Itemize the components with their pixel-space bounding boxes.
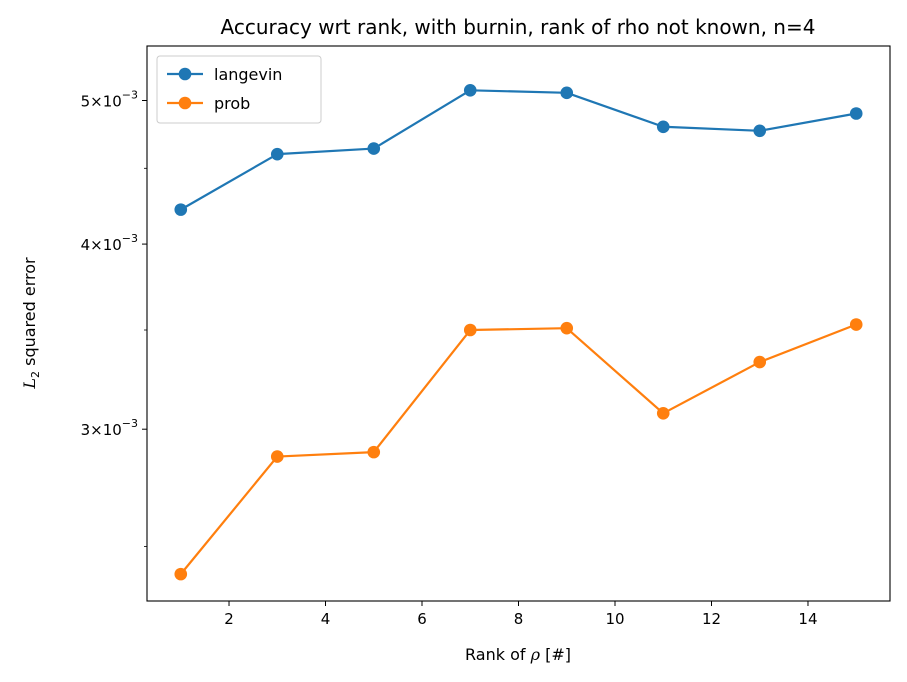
x-tick-label: 12 [702, 610, 721, 628]
legend-label-prob: prob [214, 94, 250, 113]
x-axis: 2 4 6 8 10 12 14 [224, 601, 818, 628]
data-point-langevin [560, 86, 574, 100]
y-tick-mantissa: 3 [81, 421, 91, 439]
y-axis-label-suffix: squared error [20, 257, 39, 371]
x-tick-label: 2 [224, 610, 234, 628]
series-line-langevin [180, 89, 857, 211]
data-point-langevin [753, 124, 767, 138]
x-tick-label: 14 [798, 610, 817, 628]
plot-marks [174, 83, 863, 581]
legend-marker-prob [178, 96, 192, 110]
chart-title: Accuracy wrt rank, with burnin, rank of … [221, 15, 816, 39]
x-axis-label-symbol: ρ [530, 645, 541, 664]
y-tick-label: 3×10−3 [81, 417, 138, 439]
x-tick-label: 8 [514, 610, 524, 628]
data-point-langevin [463, 83, 477, 97]
y-tick-label: 4×10−3 [81, 232, 138, 254]
data-point-prob [753, 355, 767, 369]
legend-box [156, 55, 322, 124]
y-tick-times: × [90, 421, 103, 439]
y-tick-mantissa: 4 [81, 236, 91, 254]
data-point-langevin [656, 120, 670, 134]
y-tick-exponent: −3 [122, 417, 138, 430]
y-tick-times: × [90, 236, 103, 254]
x-tick-label: 10 [605, 610, 624, 628]
data-point-langevin [367, 142, 381, 155]
y-tick-label: 5×10−3 [81, 89, 138, 111]
data-point-prob [849, 318, 863, 331]
legend: langevin prob [156, 55, 322, 124]
y-axis-label-subscript: 2 [29, 371, 42, 378]
y-tick-base: 10 [103, 421, 122, 439]
legend-marker-langevin [178, 67, 192, 81]
y-tick-mantissa: 5 [81, 93, 91, 111]
y-axis-label-symbol: L [20, 378, 39, 390]
data-point-prob [656, 407, 670, 420]
x-tick-label: 6 [417, 610, 427, 628]
y-tick-exponent: −3 [122, 89, 138, 102]
y-axis: 3×10−34×10−35×10−3 [81, 89, 147, 547]
data-point-langevin [270, 147, 284, 161]
data-point-langevin [849, 107, 863, 120]
data-point-langevin [174, 203, 188, 216]
x-axis-label: Rank of ρ [#] [465, 645, 571, 664]
legend-label-langevin: langevin [214, 65, 282, 84]
data-point-prob [367, 445, 381, 459]
data-point-prob [174, 567, 188, 581]
data-point-prob [463, 323, 477, 337]
y-tick-times: × [90, 93, 103, 111]
x-axis-label-prefix: Rank of [465, 645, 531, 664]
y-tick-base: 10 [103, 236, 122, 254]
y-axis-label: L2 squared error [20, 257, 42, 390]
x-tick-label: 4 [321, 610, 331, 628]
data-point-prob [270, 450, 284, 463]
series-line-prob [179, 323, 857, 575]
x-axis-label-suffix: [#] [540, 645, 571, 664]
y-tick-base: 10 [103, 93, 122, 111]
data-point-prob [560, 321, 574, 335]
y-tick-exponent: −3 [122, 232, 138, 245]
